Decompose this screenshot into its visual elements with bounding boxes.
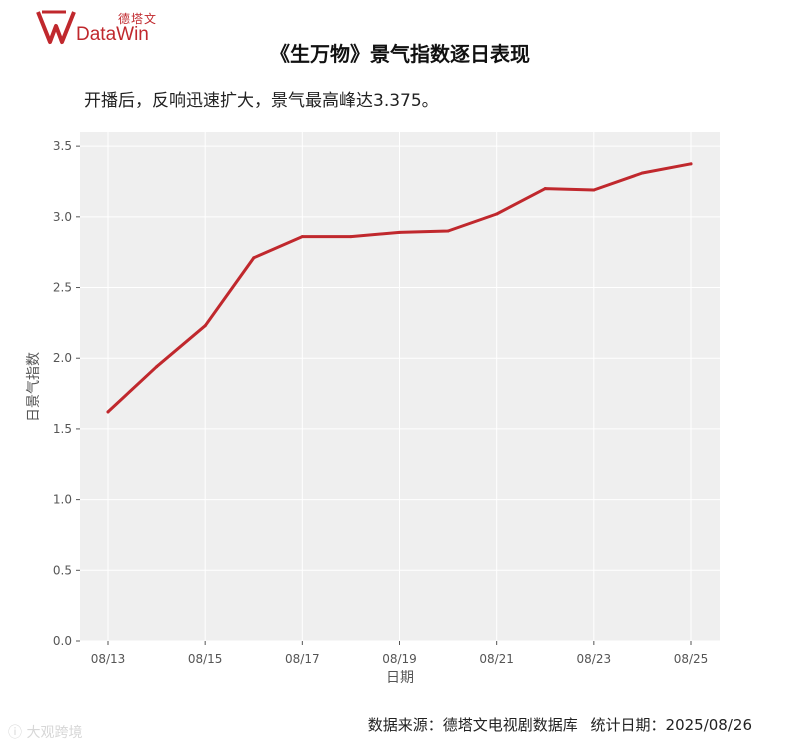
x-axis-title: 日期 bbox=[386, 670, 414, 686]
data-point bbox=[203, 324, 207, 328]
footer-source: 数据来源：德塔文电视剧数据库 bbox=[367, 716, 578, 734]
data-point bbox=[446, 229, 450, 233]
data-point bbox=[592, 188, 596, 192]
x-tick-label: 08/19 bbox=[382, 652, 417, 666]
x-tick-label: 08/17 bbox=[285, 652, 320, 666]
watermark: ⓘ 大观跨境 bbox=[8, 722, 82, 742]
data-point bbox=[349, 235, 353, 239]
datawin-logo: 德塔文 DataWin bbox=[36, 6, 186, 48]
data-point bbox=[640, 171, 644, 175]
y-tick-label: 0.0 bbox=[53, 634, 72, 648]
y-tick-label: 3.5 bbox=[53, 139, 72, 153]
data-point bbox=[106, 410, 110, 414]
watermark-icon: ⓘ bbox=[8, 725, 22, 741]
chart-subtitle: 开播后，反响迅速扩大，景气最高峰达3.375。 bbox=[84, 91, 439, 111]
datawin-logo-icon bbox=[36, 10, 76, 44]
line-chart: 0.0 0.5 1.0 1.5 2.0 2.5 3.0 3.5 08/13 08/15 08/17… bbox=[26, 132, 720, 686]
x-tick-label: 08/23 bbox=[577, 652, 612, 666]
y-tick-label: 2.5 bbox=[53, 281, 72, 295]
y-tick-label: 2.0 bbox=[53, 351, 72, 365]
data-point bbox=[155, 365, 159, 369]
watermark-text: 大观跨境 bbox=[26, 725, 83, 741]
x-axis-ticks: 08/13 08/15 08/17 08/19 08/21 08/23 08/25 bbox=[91, 641, 709, 666]
y-tick-label: 0.5 bbox=[53, 563, 72, 577]
x-tick-label: 08/21 bbox=[479, 652, 514, 666]
data-point bbox=[689, 162, 693, 166]
footer-date: 统计日期：2025/08/26 bbox=[590, 716, 752, 734]
data-point bbox=[300, 235, 304, 239]
x-tick-label: 08/25 bbox=[674, 652, 709, 666]
y-tick-label: 3.0 bbox=[53, 210, 72, 224]
footer: 数据来源：德塔文电视剧数据库 统计日期：2025/08/26 bbox=[368, 714, 752, 735]
y-axis-title: 日景气指数 bbox=[26, 352, 42, 422]
data-point bbox=[495, 212, 499, 216]
chart-title: 《生万物》景气指数逐日表现 bbox=[270, 42, 530, 66]
x-tick-label: 08/15 bbox=[188, 652, 223, 666]
data-point bbox=[543, 187, 547, 191]
y-tick-label: 1.5 bbox=[53, 422, 72, 436]
y-axis-ticks: 0.0 0.5 1.0 1.5 2.0 2.5 3.0 3.5 bbox=[53, 139, 80, 648]
data-point bbox=[252, 256, 256, 260]
logo-english-name: DataWin bbox=[76, 24, 149, 45]
x-tick-label: 08/13 bbox=[91, 652, 126, 666]
y-tick-label: 1.0 bbox=[53, 493, 72, 507]
logo-chinese-name: 德塔文 bbox=[118, 12, 158, 26]
data-point bbox=[398, 230, 401, 234]
